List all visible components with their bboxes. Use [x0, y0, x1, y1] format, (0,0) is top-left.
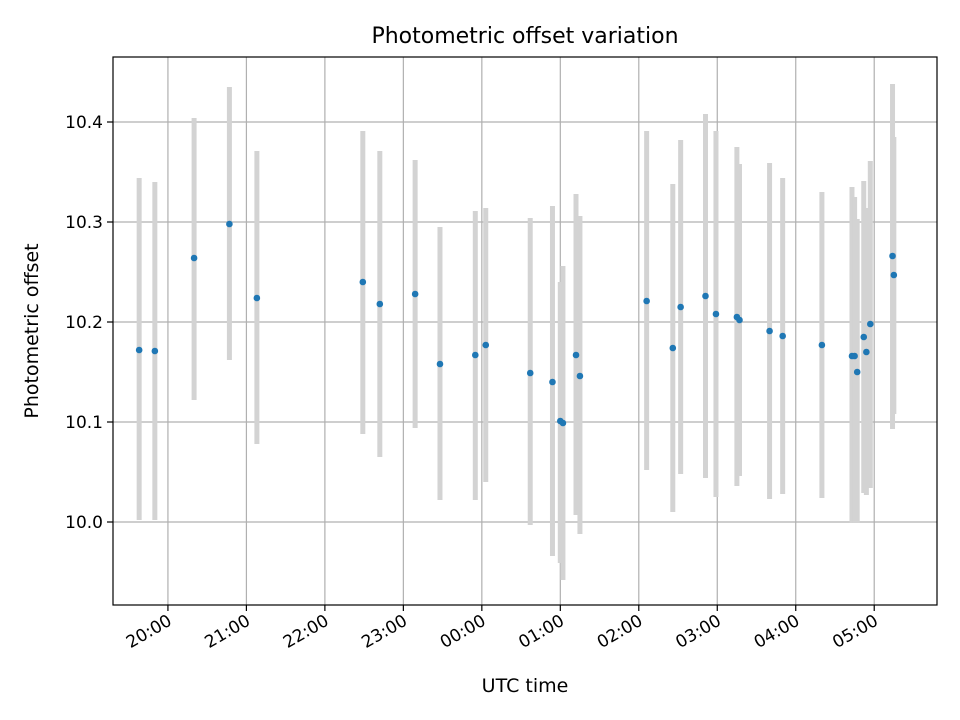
- data-point: [576, 372, 584, 380]
- data-point: [226, 220, 233, 228]
- data-point: [779, 332, 786, 340]
- data-point: [863, 348, 870, 356]
- data-point: [889, 252, 896, 260]
- data-point: [702, 292, 709, 300]
- data-point: [766, 327, 773, 335]
- data-point: [736, 316, 743, 324]
- y-axis-label: Photometric offset: [21, 243, 43, 418]
- data-point: [253, 294, 261, 302]
- data-point: [818, 341, 826, 349]
- y-axis-ticks: 10.0 10.1 10.2 10.3 10.4: [65, 113, 113, 533]
- data-point: [359, 278, 367, 286]
- data-point: [411, 290, 419, 298]
- data-point: [890, 271, 898, 279]
- axes-frame: [112, 56, 938, 606]
- y-tick-label: 10.3: [65, 213, 103, 233]
- data-point: [135, 346, 143, 354]
- data-point: [853, 368, 861, 376]
- data-point: [851, 352, 858, 360]
- data-point: [376, 300, 384, 308]
- y-tick-label: 10.1: [65, 413, 103, 433]
- data-point: [471, 351, 479, 359]
- data-point: [190, 254, 198, 262]
- plot-area: [113, 57, 937, 605]
- data-point: [712, 310, 720, 318]
- chart-title: Photometric offset variation: [371, 24, 678, 49]
- data-point: [151, 347, 159, 355]
- data-point: [572, 351, 580, 359]
- y-tick-label: 10.0: [65, 513, 103, 533]
- y-tick-label: 10.4: [65, 113, 103, 133]
- y-tick-label: 10.2: [65, 313, 103, 333]
- data-point: [559, 419, 567, 427]
- data-point: [482, 341, 490, 349]
- data-point: [677, 303, 684, 311]
- data-point: [549, 378, 556, 386]
- data-point: [860, 333, 868, 341]
- data-point: [526, 369, 534, 377]
- x-axis-label: UTC time: [482, 675, 569, 697]
- data-point: [669, 344, 677, 352]
- data-point: [436, 360, 444, 368]
- data-point: [866, 320, 874, 328]
- data-points: [135, 220, 898, 427]
- data-point: [643, 297, 650, 305]
